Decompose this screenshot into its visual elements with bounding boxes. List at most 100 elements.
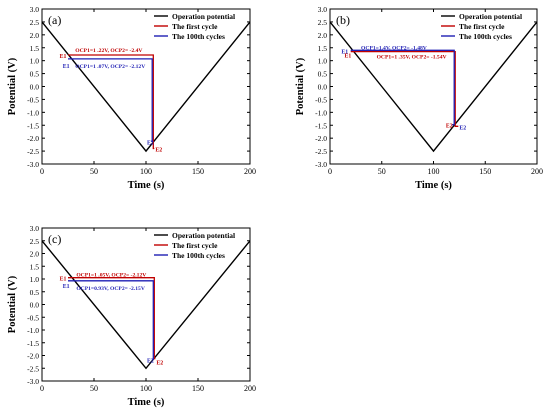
x-tick-label: 0 xyxy=(328,167,332,176)
y-tick-label: -0.5 xyxy=(315,95,327,104)
series-line-0 xyxy=(329,21,538,153)
y-tick-label: 1.5 xyxy=(30,44,40,53)
y-tick-label: -1.0 xyxy=(315,108,327,117)
x-tick-label: 50 xyxy=(378,167,386,176)
y-tick-label: 0.5 xyxy=(30,70,40,79)
legend-label: The 100th cycles xyxy=(172,32,225,41)
y-tick-label: -2.5 xyxy=(27,147,39,156)
y-tick-label: 0.0 xyxy=(30,83,40,92)
annotation-label: OCP1=1 .35V, OCP2= -1.54V xyxy=(377,55,447,61)
annotation-label: E1 xyxy=(341,49,348,55)
x-tick-label: 200 xyxy=(531,167,543,176)
annotation-label: E2 xyxy=(156,361,163,367)
x-tick-label: 150 xyxy=(192,384,204,393)
annotation-label: E2 xyxy=(147,140,154,146)
y-tick-label: -1.5 xyxy=(315,121,327,130)
y-tick-label: 2.5 xyxy=(30,237,40,246)
y-tick-label: -2.0 xyxy=(315,134,327,143)
annotation-label: E2 xyxy=(446,124,453,130)
series-line-1 xyxy=(68,54,155,150)
series-line-2 xyxy=(68,280,154,360)
series-line-2 xyxy=(68,58,153,142)
y-tick-label: 1.0 xyxy=(30,275,40,284)
x-tick-label: 150 xyxy=(479,167,491,176)
y-axis-label: Potential (V) xyxy=(7,275,18,333)
y-tick-label: -3.0 xyxy=(27,377,39,386)
x-tick-label: 200 xyxy=(244,167,256,176)
y-tick-label: -0.5 xyxy=(27,313,39,322)
x-tick-label: 50 xyxy=(90,384,98,393)
legend-label: Operation potential xyxy=(459,12,522,21)
annotation-label: E2 xyxy=(155,148,162,154)
x-tick-label: 0 xyxy=(40,384,44,393)
annotation-label: OCP1=1 .22V, OCP2= -2.4V xyxy=(75,48,142,54)
legend-label: The first cycle xyxy=(459,22,505,31)
annotation-label: E1 xyxy=(60,277,67,283)
legend-label: The first cycle xyxy=(172,22,218,31)
y-tick-label: -1.0 xyxy=(27,108,39,117)
x-axis-label: Time (s) xyxy=(128,180,165,191)
y-axis-label: Potential (V) xyxy=(7,57,18,115)
x-tick-label: 50 xyxy=(90,167,98,176)
legend-label: The 100th cycles xyxy=(172,251,225,260)
y-tick-label: 2.0 xyxy=(318,31,328,40)
y-tick-label: -0.5 xyxy=(27,95,39,104)
series-line-0 xyxy=(41,21,251,153)
annotation-label: OCP1=1 .05V, OCP2= -2.12V xyxy=(76,273,146,279)
y-tick-label: -3.0 xyxy=(315,160,327,169)
y-tick-label: 0.5 xyxy=(30,288,40,297)
series-line-2 xyxy=(350,49,455,126)
y-tick-label: 1.5 xyxy=(318,44,328,53)
legend-label: Operation potential xyxy=(172,12,235,21)
y-tick-label: -2.5 xyxy=(27,364,39,373)
annotation-label: OCP1=1 .07V, OCP2= -2.12V xyxy=(75,64,145,70)
y-tick-label: 2.0 xyxy=(30,31,40,40)
y-tick-label: -1.5 xyxy=(27,121,39,130)
y-tick-label: -1.5 xyxy=(27,339,39,348)
y-tick-label: 3.0 xyxy=(30,224,40,233)
annotation-label: E1 xyxy=(60,54,67,60)
annotation-label: E1 xyxy=(63,64,70,70)
panel-label: (b) xyxy=(336,13,350,27)
annotation-label: OCP1=0.93V, OCP2= -2.15V xyxy=(76,286,145,292)
x-tick-label: 0 xyxy=(40,167,44,176)
annotation-label: E2 xyxy=(459,125,466,131)
series-line-1 xyxy=(68,277,156,360)
x-axis-label: Time (s) xyxy=(128,397,165,408)
y-axis-label: Potential (V) xyxy=(295,57,306,115)
legend-label: The 100th cycles xyxy=(459,32,512,41)
x-tick-label: 100 xyxy=(140,384,152,393)
y-tick-label: 3.0 xyxy=(30,5,40,14)
y-tick-label: 0.5 xyxy=(318,70,328,79)
y-tick-label: -1.0 xyxy=(27,326,39,335)
y-tick-label: -2.0 xyxy=(27,134,39,143)
y-tick-label: -2.0 xyxy=(27,352,39,361)
legend-label: Operation potential xyxy=(172,231,235,240)
y-tick-label: 2.5 xyxy=(318,18,328,27)
y-tick-label: 1.0 xyxy=(30,57,40,66)
y-tick-label: 2.5 xyxy=(30,18,40,27)
panel-label: (a) xyxy=(48,13,61,27)
x-tick-label: 150 xyxy=(192,167,204,176)
y-tick-label: 1.5 xyxy=(30,262,40,271)
x-tick-label: 100 xyxy=(428,167,440,176)
y-tick-label: 2.0 xyxy=(30,250,40,259)
annotation-label: E1 xyxy=(344,54,351,60)
series-line-1 xyxy=(350,50,459,127)
x-tick-label: 100 xyxy=(140,167,152,176)
y-tick-label: 0.0 xyxy=(30,301,40,310)
y-tick-label: -2.5 xyxy=(315,147,327,156)
y-tick-label: -3.0 xyxy=(27,160,39,169)
x-axis-label: Time (s) xyxy=(415,180,452,191)
annotation-label: E1 xyxy=(63,284,70,290)
y-tick-label: 0.0 xyxy=(318,83,328,92)
legend-label: The first cycle xyxy=(172,241,218,250)
y-tick-label: 3.0 xyxy=(318,5,328,14)
series-line-0 xyxy=(41,240,251,370)
annotation-label: OCP1=1.4V, OCP2= -1.48V xyxy=(361,45,427,51)
panel-label: (c) xyxy=(48,232,61,246)
annotation-label: E2 xyxy=(147,358,154,364)
y-tick-label: 1.0 xyxy=(318,57,328,66)
x-tick-label: 200 xyxy=(244,384,256,393)
